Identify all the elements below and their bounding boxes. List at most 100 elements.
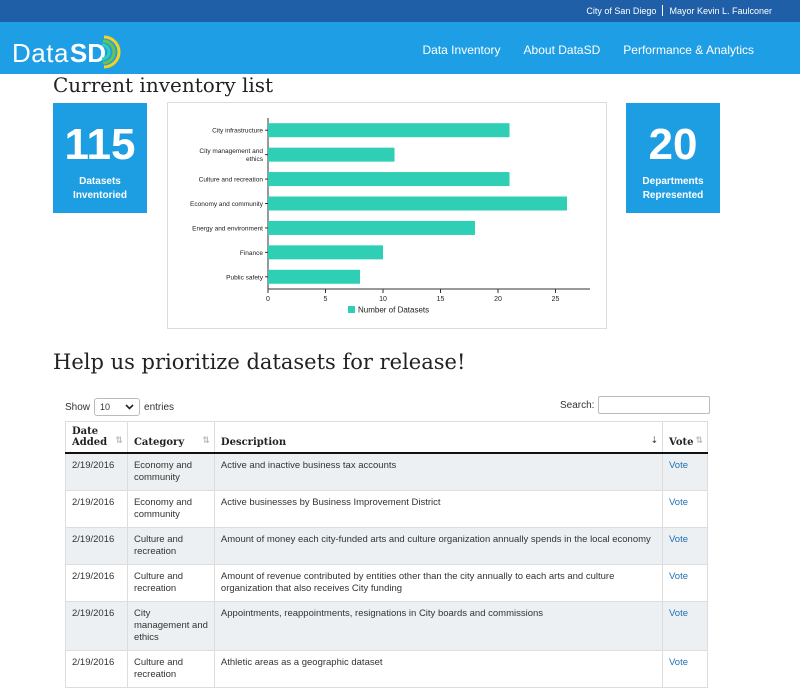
bar [268, 245, 383, 260]
table-row: 2/19/2016 City management and ethics App… [65, 601, 708, 651]
departments-label-line1: Departments [642, 176, 704, 187]
table-row: 2/19/2016 Economy and community Active b… [65, 490, 708, 528]
legend-swatch [348, 306, 355, 313]
city-of-san-diego-link[interactable]: City of San Diego [586, 5, 657, 16]
chevron-down-icon [125, 404, 134, 410]
inventory-bar-chart: City infrastructure City management and et… [167, 102, 607, 329]
category-label: Energy and environment [192, 225, 263, 232]
category-label: Public safety [226, 274, 264, 281]
cell-category: Economy and community [126, 452, 215, 491]
col-description[interactable]: Description ⇣ [213, 421, 664, 454]
cell-date: 2/19/2016 [65, 601, 128, 651]
x-tick-label: 15 [437, 296, 445, 303]
top-utility-bar: City of San Diego Mayor Kevin L. Faulcon… [0, 0, 800, 22]
nav-data-inventory[interactable]: Data Inventory [422, 43, 501, 57]
search-label: Search: [560, 399, 595, 411]
sort-icon: ⇅ [202, 436, 210, 446]
cell-description: Appointments, reappointments, resignatio… [213, 601, 664, 651]
col-category[interactable]: Category ⇅ [126, 421, 215, 454]
cell-description: Athletic areas as a geographic dataset [213, 650, 664, 688]
table-row: 2/19/2016 Culture and recreation Amount … [65, 527, 708, 565]
col-description-label: Description [220, 437, 287, 448]
table-header-row: Date Added ⇅ Category ⇅ Description ⇣ Vote ⇅ [65, 421, 708, 454]
cell-date: 2/19/2016 [65, 490, 128, 528]
cell-category: Culture and recreation [126, 650, 215, 688]
divider [662, 5, 664, 16]
chart-svg: City infrastructure City management and et… [190, 118, 590, 315]
legend-label: Number of Datasets [358, 306, 429, 315]
departments-label-line2: Represented [642, 190, 704, 201]
nav-about-datasd[interactable]: About DataSD [523, 43, 601, 57]
category-label: City infrastructure [212, 128, 263, 135]
cell-description: Amount of money each city-funded arts an… [213, 527, 664, 565]
departments-stat-box: 20 Departments Represented [626, 103, 720, 213]
inventory-title: Current inventory list [53, 73, 274, 97]
col-vote[interactable]: Vote ⇅ [662, 421, 708, 454]
datasets-table: Date Added ⇅ Category ⇅ Description ⇣ Vote ⇅… [65, 421, 708, 688]
logo-text-sd: SD [69, 38, 107, 68]
table-search: Search: [560, 396, 711, 414]
logo-text-data: Data [12, 38, 69, 68]
vote-link[interactable]: Vote [662, 452, 708, 491]
cell-description: Active and inactive business tax account… [213, 452, 664, 491]
cell-category: Culture and recreation [126, 564, 215, 602]
search-input[interactable] [598, 396, 711, 414]
mayor-link[interactable]: Mayor Kevin L. Faulconer [669, 5, 772, 16]
datasd-logo[interactable]: Data SD [12, 35, 124, 69]
prioritize-title: Help us prioritize datasets for release! [53, 350, 466, 374]
category-label: Finance [240, 250, 264, 257]
entries-label: entries [144, 401, 175, 413]
bar [268, 123, 510, 138]
x-tick-label: 20 [494, 296, 502, 303]
cell-date: 2/19/2016 [65, 650, 128, 688]
show-label: Show [65, 401, 91, 413]
page-size-control: Show 10 entries [65, 398, 174, 416]
cell-category: City management and ethics [126, 601, 215, 651]
col-date-added-label: Date Added [72, 426, 108, 448]
datasets-stat-box: 115 Datasets Inventoried [53, 103, 147, 213]
x-tick-label: 25 [552, 296, 560, 303]
cell-date: 2/19/2016 [65, 564, 128, 602]
page-size-select[interactable]: 10 [94, 398, 141, 416]
cell-category: Economy and community [126, 490, 215, 528]
nav-menu: Data Inventory About DataSD Performance … [423, 43, 755, 57]
cell-date: 2/19/2016 [65, 452, 128, 491]
category-label: Economy and community [190, 201, 264, 208]
departments-count: 20 [648, 120, 698, 169]
x-tick-label: 5 [324, 296, 328, 303]
vote-link[interactable]: Vote [662, 601, 708, 651]
category-label: Culture and recreation [199, 177, 264, 184]
cell-category: Culture and recreation [126, 527, 215, 565]
sort-icon: ⇅ [695, 436, 703, 446]
cell-date: 2/19/2016 [65, 527, 128, 565]
col-date-added[interactable]: Date Added ⇅ [65, 421, 128, 454]
vote-link[interactable]: Vote [662, 490, 708, 528]
datasets-count: 115 [64, 120, 136, 169]
x-tick-label: 0 [266, 296, 270, 303]
category-label: City management and ethics [199, 148, 263, 163]
main-navbar: Data SD Data Inventory About DataSD Perf… [0, 22, 800, 74]
table-row: 2/19/2016 Economy and community Active a… [65, 452, 708, 491]
cell-description: Active businesses by Business Improvemen… [213, 490, 664, 528]
table-row: 2/19/2016 Culture and recreation Amount … [65, 564, 708, 602]
vote-link[interactable]: Vote [662, 527, 708, 565]
col-category-label: Category [133, 437, 185, 448]
bar [268, 147, 395, 162]
page-size-value: 10 [100, 402, 111, 412]
sort-ascending-icon: ⇣ [650, 436, 658, 446]
sort-icon: ⇅ [115, 436, 123, 446]
table-row: 2/19/2016 Culture and recreation Athleti… [65, 650, 708, 688]
x-tick-label: 10 [379, 296, 387, 303]
datasets-label-line1: Datasets [79, 176, 121, 187]
cell-description: Amount of revenue contributed by entitie… [213, 564, 664, 602]
vote-link[interactable]: Vote [662, 564, 708, 602]
bar [268, 172, 510, 187]
bar [268, 269, 360, 284]
nav-performance-analytics[interactable]: Performance & Analytics [623, 43, 754, 57]
vote-link[interactable]: Vote [662, 650, 708, 688]
bar [268, 196, 567, 211]
col-vote-label: Vote [669, 437, 694, 448]
top-links: City of San Diego Mayor Kevin L. Faulcon… [586, 5, 772, 16]
sun-logo-icon [102, 35, 121, 69]
bar [268, 220, 475, 235]
